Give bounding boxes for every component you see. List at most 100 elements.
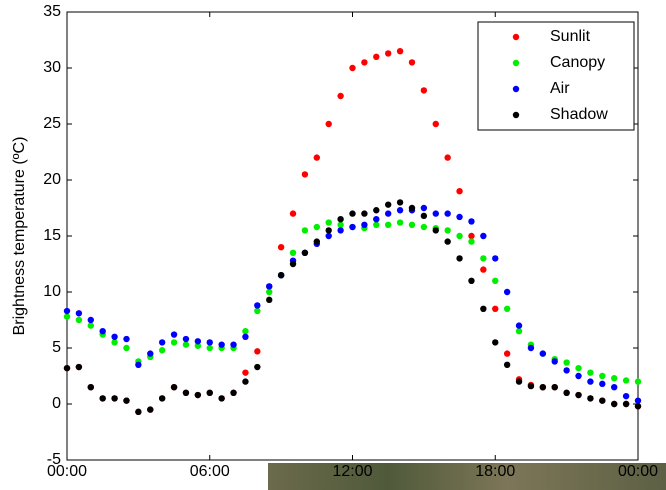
y-tick-label: 20 — [43, 171, 61, 188]
point — [384, 221, 392, 228]
point — [611, 375, 618, 382]
point — [396, 207, 404, 214]
point — [349, 64, 356, 72]
point — [396, 219, 404, 226]
point — [242, 369, 249, 376]
point — [444, 238, 451, 245]
point — [492, 339, 499, 346]
point — [432, 120, 439, 128]
point — [111, 395, 118, 402]
point — [515, 322, 523, 329]
point — [230, 389, 237, 396]
point — [515, 378, 523, 385]
point — [325, 227, 332, 234]
point — [444, 227, 451, 234]
point — [456, 255, 463, 262]
x-tick-label: 18:00 — [475, 463, 515, 480]
x-tick-label: 00:00 — [618, 463, 658, 480]
legend-marker — [512, 85, 520, 93]
point — [182, 389, 190, 396]
point — [242, 378, 249, 385]
y-tick-label: 10 — [43, 283, 61, 300]
point — [432, 227, 439, 234]
point — [599, 397, 606, 404]
point — [63, 364, 71, 372]
point — [384, 210, 392, 217]
point — [87, 322, 94, 329]
legend-label: Shadow — [550, 106, 608, 123]
point — [194, 342, 202, 349]
point — [492, 255, 499, 262]
legend-marker — [512, 59, 520, 67]
point — [361, 221, 368, 228]
point — [75, 310, 83, 317]
point — [587, 378, 594, 385]
point — [503, 288, 511, 296]
point — [301, 249, 309, 256]
point — [456, 213, 463, 221]
point — [325, 219, 332, 226]
x-tick-label: 12:00 — [332, 463, 372, 480]
point — [111, 339, 118, 346]
point — [563, 367, 570, 374]
point — [313, 154, 321, 161]
point — [563, 389, 570, 396]
point — [622, 377, 630, 384]
point — [123, 335, 130, 343]
y-tick-label: 15 — [43, 227, 61, 244]
point — [456, 188, 463, 195]
point — [611, 384, 618, 391]
point — [206, 389, 213, 396]
point — [63, 313, 71, 320]
point — [301, 171, 309, 178]
point — [337, 216, 344, 223]
point — [182, 341, 190, 348]
y-tick-label: 0 — [52, 395, 61, 412]
point — [408, 204, 416, 212]
legend-marker — [512, 33, 520, 41]
point — [349, 210, 356, 217]
point — [599, 372, 606, 380]
point — [218, 341, 225, 348]
point — [599, 380, 606, 388]
point — [444, 210, 451, 217]
y-tick-label: 35 — [43, 3, 61, 20]
point — [480, 232, 487, 240]
point — [575, 372, 582, 380]
point — [408, 59, 416, 66]
point — [527, 382, 535, 390]
point — [135, 361, 142, 368]
point — [325, 232, 332, 240]
point — [420, 212, 428, 220]
point — [575, 391, 582, 399]
point — [503, 361, 511, 368]
point — [254, 348, 261, 355]
point — [111, 333, 118, 340]
point — [408, 221, 416, 228]
point — [242, 333, 249, 340]
point — [468, 232, 475, 240]
point — [527, 344, 535, 352]
point — [480, 255, 487, 262]
point — [206, 344, 213, 352]
point — [147, 406, 154, 413]
y-tick-label: -5 — [47, 451, 61, 468]
point — [611, 400, 618, 408]
point — [361, 210, 368, 217]
legend-label: Sunlit — [550, 28, 591, 45]
point — [373, 53, 380, 60]
point — [254, 307, 261, 315]
point — [634, 403, 642, 410]
point — [503, 350, 511, 357]
point — [480, 266, 487, 273]
point — [420, 223, 428, 231]
point — [563, 359, 570, 366]
point — [432, 210, 439, 217]
point — [337, 92, 344, 100]
point — [63, 307, 71, 315]
point — [87, 384, 94, 391]
legend-label: Air — [550, 80, 570, 97]
y-tick-label: 30 — [43, 59, 61, 76]
point — [301, 227, 309, 234]
point — [396, 199, 404, 206]
